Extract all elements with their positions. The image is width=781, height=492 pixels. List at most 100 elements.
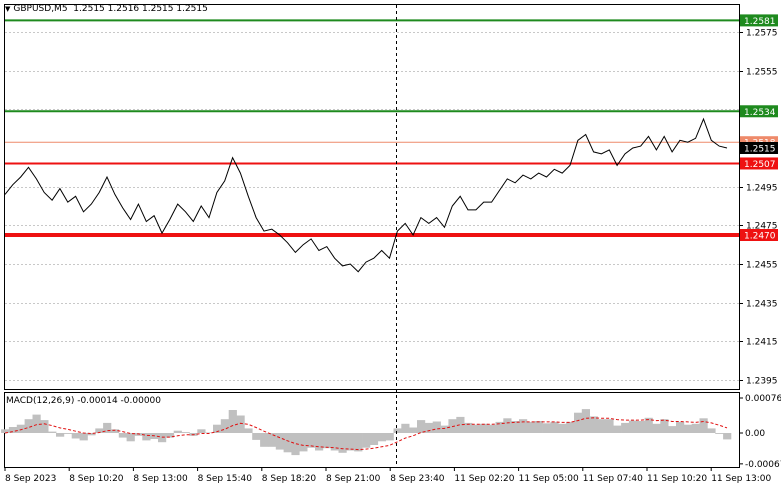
macd-histogram-bar	[495, 421, 504, 433]
level-label-box	[740, 229, 778, 241]
time-tick-label: 11 Sep 02:20	[454, 474, 514, 484]
time-tick-label: 11 Sep 05:00	[519, 474, 579, 484]
macd-histogram-bar	[213, 424, 222, 433]
macd-histogram-bar	[417, 420, 426, 433]
level-label-text: 1.2470	[744, 232, 776, 242]
macd-histogram-bar	[71, 433, 80, 439]
collapse-triangle-icon[interactable]: ▼	[5, 5, 11, 13]
macd-histogram-bar	[644, 417, 653, 433]
macd-histogram-bar	[16, 424, 25, 433]
macd-histogram-bar	[652, 423, 661, 433]
time-tick-label: 8 Sep 18:20	[262, 474, 317, 484]
macd-histogram-bar	[338, 433, 347, 453]
time-tick-label: 11 Sep 07:40	[583, 474, 643, 484]
macd-histogram-bar	[409, 427, 418, 433]
macd-histogram-bar	[79, 433, 88, 441]
macd-histogram-bar	[142, 433, 151, 441]
macd-histogram-bar	[487, 424, 496, 433]
macd-histogram-bar	[440, 425, 449, 433]
price-tick-label: 1.2575	[746, 29, 778, 39]
price-tick-label: 1.2495	[746, 184, 778, 194]
symbol-header: ▼ GBPUSD,M5 1.2515 1.2516 1.2515 1.2515	[5, 4, 208, 14]
macd-histogram-bar	[511, 421, 520, 433]
macd-histogram-bar	[283, 433, 292, 453]
macd-histogram-bar	[56, 433, 65, 437]
level-label-text: 1.2515	[744, 145, 776, 155]
macd-histogram-bar	[197, 429, 206, 433]
macd-histogram-bar	[605, 419, 614, 433]
macd-histogram-bar	[165, 433, 175, 438]
macd-histogram-bar	[566, 421, 575, 433]
time-axis: 8 Sep 2023 8 Sep 10:20 8 Sep 13:00 8 Sep 15…	[4, 467, 772, 484]
macd-histogram-bar	[542, 423, 551, 433]
price-tick-label: 1.2455	[746, 261, 778, 271]
time-tick-label: 11 Sep 10:20	[647, 474, 707, 484]
time-tick-label: 8 Sep 15:40	[198, 474, 253, 484]
main-pane-frame	[4, 4, 740, 390]
macd-histogram-bar	[471, 424, 481, 433]
macd-histogram-bar	[322, 433, 331, 449]
macd-histogram-bar	[236, 415, 245, 433]
time-tick-label: 8 Sep 13:00	[133, 474, 188, 484]
macd-indicator	[1, 409, 732, 456]
macd-histogram-bar	[589, 416, 598, 433]
level-label-text: 1.2534	[744, 108, 776, 118]
macd-histogram-bar	[683, 424, 692, 433]
macd-histogram-bar	[432, 421, 441, 433]
macd-histogram-bar	[260, 433, 269, 447]
macd-histogram-bar	[299, 433, 308, 452]
macd-histogram-bar	[377, 433, 386, 442]
macd-histogram-bar	[550, 421, 559, 433]
macd-histogram-bar	[401, 423, 410, 433]
time-tick-label: 8 Sep 2023	[5, 474, 56, 484]
macd-histogram-bar	[369, 433, 379, 445]
macd-histogram-bar	[676, 421, 685, 433]
macd-histogram-bar	[581, 409, 590, 433]
macd-histogram-bar	[40, 420, 49, 433]
macd-histogram-bar	[354, 433, 363, 452]
macd-histogram-bar	[87, 433, 96, 436]
macd-header: MACD(12,26,9) -0.00014 -0.00000	[6, 396, 162, 406]
macd-histogram-bar	[205, 432, 214, 433]
macd-histogram-bar	[307, 433, 316, 448]
macd-histogram-bar	[95, 428, 104, 433]
price-tick-label: 1.2415	[746, 338, 778, 348]
macd-histogram-bar	[456, 416, 465, 433]
macd-histogram-bar	[519, 419, 528, 433]
macd-tick-label: 0.00076	[745, 394, 781, 404]
macd-tick-label: 0.00	[745, 429, 765, 439]
macd-histogram-bar	[597, 419, 606, 433]
macd-histogram-bar	[275, 433, 284, 450]
macd-histogram-bar	[636, 421, 645, 433]
time-tick-label: 8 Sep 23:40	[390, 474, 445, 484]
ohlc-values: 1.2515 1.2516 1.2515 1.2515	[73, 4, 208, 14]
macd-histogram-bar	[424, 422, 434, 433]
macd-histogram-bar	[315, 433, 324, 451]
price-line	[4, 117, 728, 273]
macd-histogram-bar	[715, 433, 724, 434]
macd-histogram-bar	[503, 418, 512, 433]
macd-histogram-bar	[126, 433, 135, 442]
price-tick-label: 1.2555	[746, 68, 778, 78]
macd-histogram-bar	[244, 428, 253, 433]
macd-histogram-bar	[558, 423, 567, 433]
macd-histogram-bar	[110, 429, 120, 433]
macd-histogram-bar	[707, 428, 716, 433]
macd-histogram-bar	[346, 433, 355, 451]
macd-signal-line	[4, 417, 728, 451]
macd-histogram-bar	[621, 422, 630, 433]
macd-tick-label: -0.00067	[745, 460, 781, 470]
macd-histogram-bar	[1, 429, 10, 433]
macd-histogram-bar	[691, 423, 700, 433]
macd-histogram-bar	[534, 421, 543, 433]
macd-histogram-bar	[613, 425, 622, 433]
macd-histogram-bar	[330, 433, 339, 451]
time-tick-label: 11 Sep 13:00	[711, 474, 771, 484]
macd-axis: 0.00076 0.00 -0.00067	[739, 394, 781, 470]
macd-histogram-bar	[220, 419, 229, 433]
macd-histogram-bar	[574, 412, 583, 433]
level-label-box	[740, 157, 778, 170]
